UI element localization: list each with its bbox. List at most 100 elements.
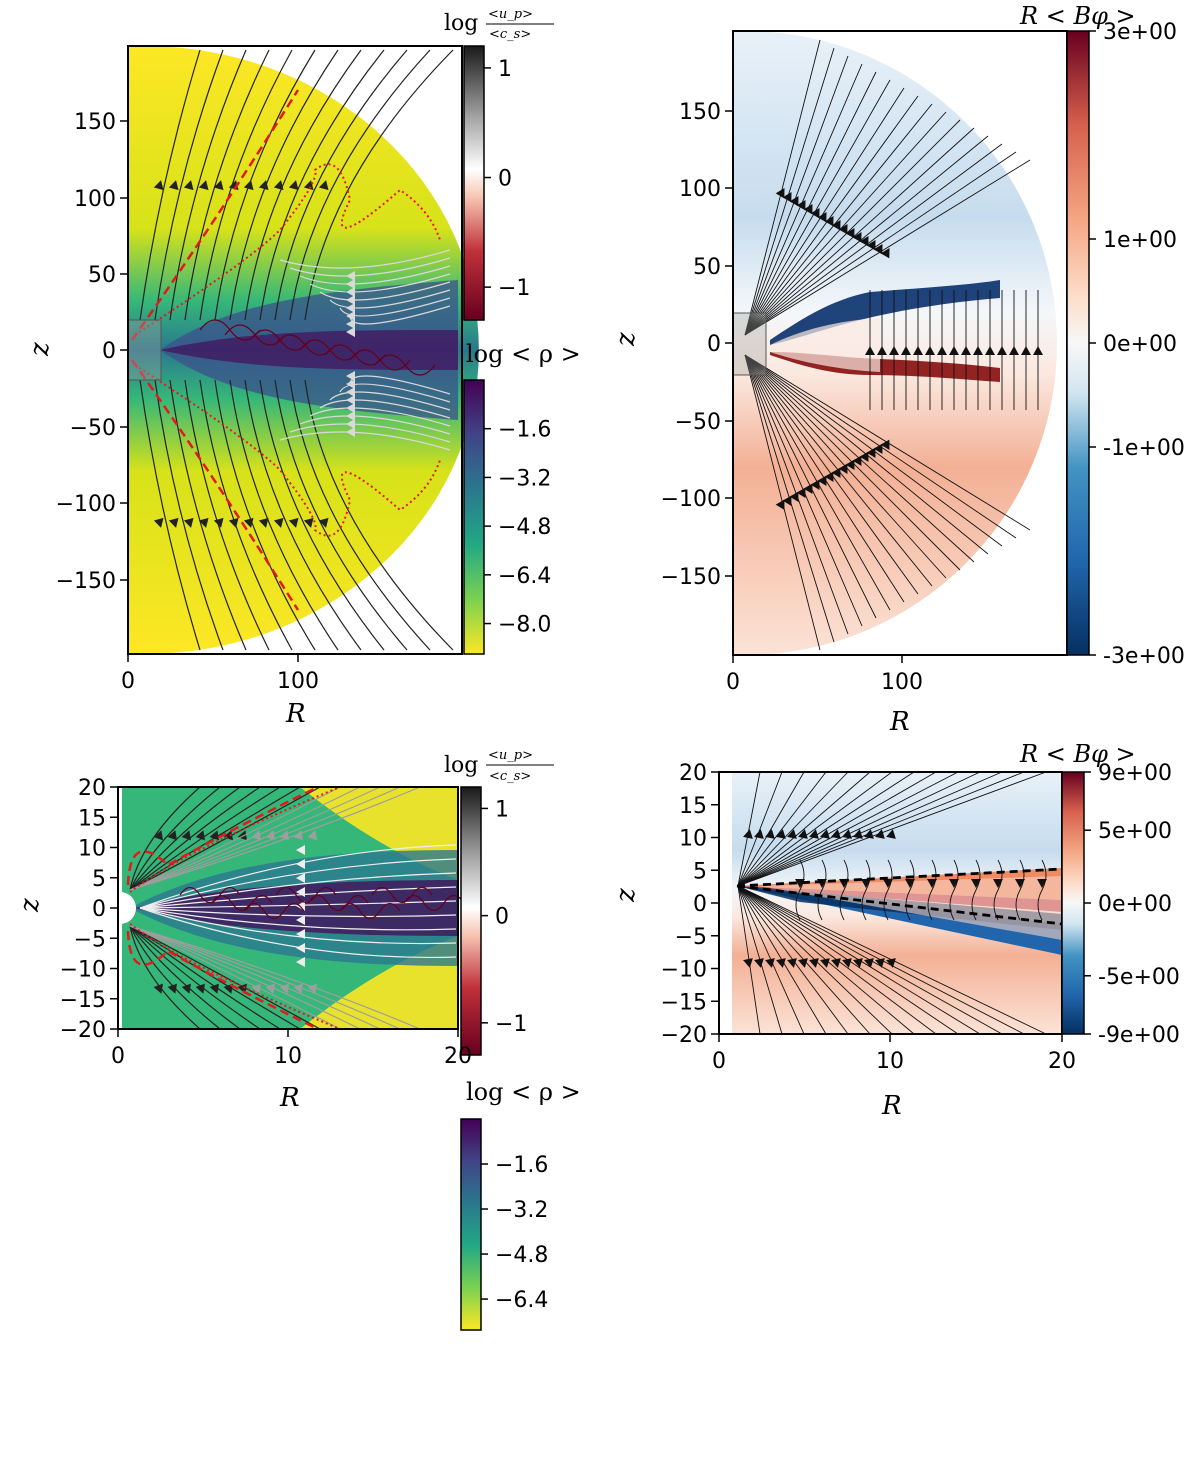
streamline	[744, 151, 1017, 336]
streamline-arrow	[273, 517, 284, 528]
streamline	[737, 771, 783, 887]
streamline	[229, 379, 339, 651]
streamline-arrow	[949, 879, 959, 888]
streamline	[744, 95, 919, 336]
streamline-arrow	[209, 830, 219, 841]
streamline-arrow	[296, 859, 305, 869]
streamline	[737, 771, 871, 887]
streamline-arrow	[831, 467, 841, 478]
axis-labels: R z R z R z R z	[15, 332, 910, 1121]
streamline-arrow	[789, 196, 799, 207]
streamline	[329, 391, 451, 411]
streamline-arrow	[865, 346, 875, 355]
streamline	[129, 925, 401, 1030]
colorbar-density-bottom	[460, 1118, 482, 1331]
streamline-arrow	[927, 879, 937, 888]
streamline-arrow	[859, 451, 869, 462]
streamline-arrow	[861, 879, 871, 888]
streamline-arrow	[866, 240, 876, 251]
streamline-arrow	[296, 873, 305, 883]
colorbar-tick-label: −1	[495, 1012, 527, 1037]
streamline-arrow	[209, 983, 219, 994]
streamline	[129, 786, 221, 891]
x-tick-label: 0	[712, 1049, 726, 1074]
streamline	[243, 902, 305, 920]
colorbar-bphi-top	[1066, 30, 1090, 656]
streamline-arrow	[776, 829, 786, 839]
streamline-arrow	[877, 346, 887, 355]
streamline-arrow	[346, 419, 355, 429]
x-tick-label: 100	[881, 670, 923, 695]
colorbar-tick-label: −6.4	[498, 564, 551, 589]
streamline	[129, 925, 321, 1030]
colorbar-mach-label-main: log	[444, 11, 478, 36]
streamline	[737, 771, 981, 887]
streamline-arrow	[153, 830, 163, 841]
x-tick-label: 0	[726, 670, 740, 695]
streamline-arrow	[789, 491, 799, 502]
colorbar-tick-label: 1	[495, 797, 509, 822]
streamline	[129, 925, 261, 1030]
streamline	[927, 859, 937, 921]
streamline-arrow	[913, 346, 923, 355]
y-tick-label: 0	[693, 892, 707, 917]
colorbar-mach-label-den: <c_s>	[489, 27, 531, 42]
y-axis-label: z	[611, 888, 641, 903]
streamline	[129, 925, 241, 1030]
streamline	[129, 925, 221, 1030]
streamline-arrow	[905, 879, 915, 888]
streamline-arrow	[873, 443, 883, 454]
streamline	[339, 297, 451, 317]
y-tick-label: 5	[92, 867, 106, 892]
streamline	[1015, 859, 1025, 921]
bphi-mixed-region	[770, 318, 880, 372]
streamline-arrow	[817, 212, 827, 223]
streamline	[129, 786, 421, 891]
y-tick-label: 0	[92, 897, 106, 922]
streamline-arrow	[228, 517, 239, 528]
streamline	[129, 786, 241, 891]
streamline	[737, 771, 1003, 887]
y-axis-label: z	[611, 332, 641, 347]
streamline-arrow	[852, 232, 862, 243]
x-axis-label: R	[279, 1083, 300, 1113]
streamline-arrow	[213, 180, 224, 191]
colorbar-tick-label: 9e+00	[1098, 761, 1172, 786]
streamline-arrow	[273, 180, 284, 191]
streamline	[737, 771, 1047, 887]
colorbar-tick-label: −1	[498, 276, 530, 301]
streamline	[289, 423, 451, 443]
panel-top-left	[127, 45, 479, 655]
x-tick-label: 0	[111, 1044, 125, 1069]
bphi-disc-interior	[760, 876, 1062, 940]
streamline-arrow	[880, 248, 890, 259]
streamline	[371, 886, 433, 904]
bphi-field	[733, 31, 1057, 655]
x-tick-label: 10	[876, 1049, 904, 1074]
colorbar-tick-label: 0	[498, 167, 512, 192]
streamline-arrow	[346, 387, 355, 397]
colorbar-tick-label: −1.6	[495, 1153, 548, 1178]
streamline	[839, 859, 849, 921]
streamline	[744, 119, 961, 336]
streamline-arrow	[973, 346, 983, 355]
streamline-arrow	[866, 447, 876, 458]
streamline-arrow	[993, 879, 1003, 888]
streamline-arrow	[296, 845, 305, 855]
streamline-arrow	[279, 983, 289, 994]
streamline-arrow	[198, 180, 209, 191]
colorbar-density-top	[463, 379, 485, 655]
streamline	[349, 375, 451, 395]
colorbar-tick-label: 0e+00	[1098, 892, 1172, 917]
streamline-arrow	[820, 958, 830, 968]
streamline-arrow	[803, 204, 813, 215]
streamline-arrow	[782, 495, 792, 506]
streamline-arrow	[346, 411, 355, 421]
streamline	[339, 383, 451, 403]
streamline	[737, 771, 761, 887]
streamline-arrow	[237, 830, 247, 841]
x-tick-label: 0	[121, 669, 135, 694]
streamline	[139, 886, 457, 909]
